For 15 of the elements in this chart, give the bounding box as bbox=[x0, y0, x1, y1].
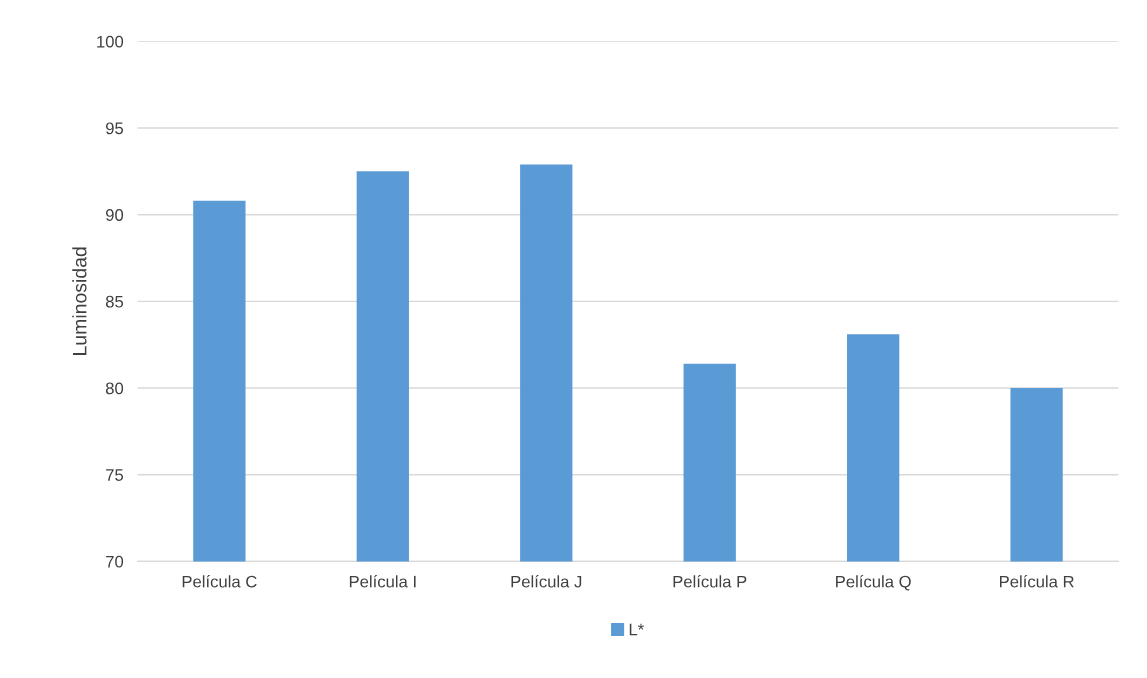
y-axis-title: Luminosidad bbox=[72, 247, 87, 355]
x-tick-label: Película P bbox=[673, 575, 747, 588]
y-tick-label: 95 bbox=[106, 122, 124, 135]
y-tick-label: 70 bbox=[106, 555, 124, 568]
y-tick-label: 100 bbox=[97, 35, 124, 48]
y-tick-label: 85 bbox=[105, 295, 124, 308]
x-tick-label: Película Q bbox=[836, 575, 911, 591]
x-tick-label: Película J bbox=[511, 575, 582, 588]
x-tick-label: Película I bbox=[349, 575, 416, 588]
legend-label: L* bbox=[629, 623, 644, 636]
y-tick-label: 90 bbox=[106, 209, 124, 221]
y-tick-label: 80 bbox=[105, 382, 124, 395]
y-tick-label: 75 bbox=[106, 469, 124, 481]
x-tick-label: Película C bbox=[182, 575, 257, 588]
x-tick-label: Película R bbox=[999, 575, 1074, 588]
